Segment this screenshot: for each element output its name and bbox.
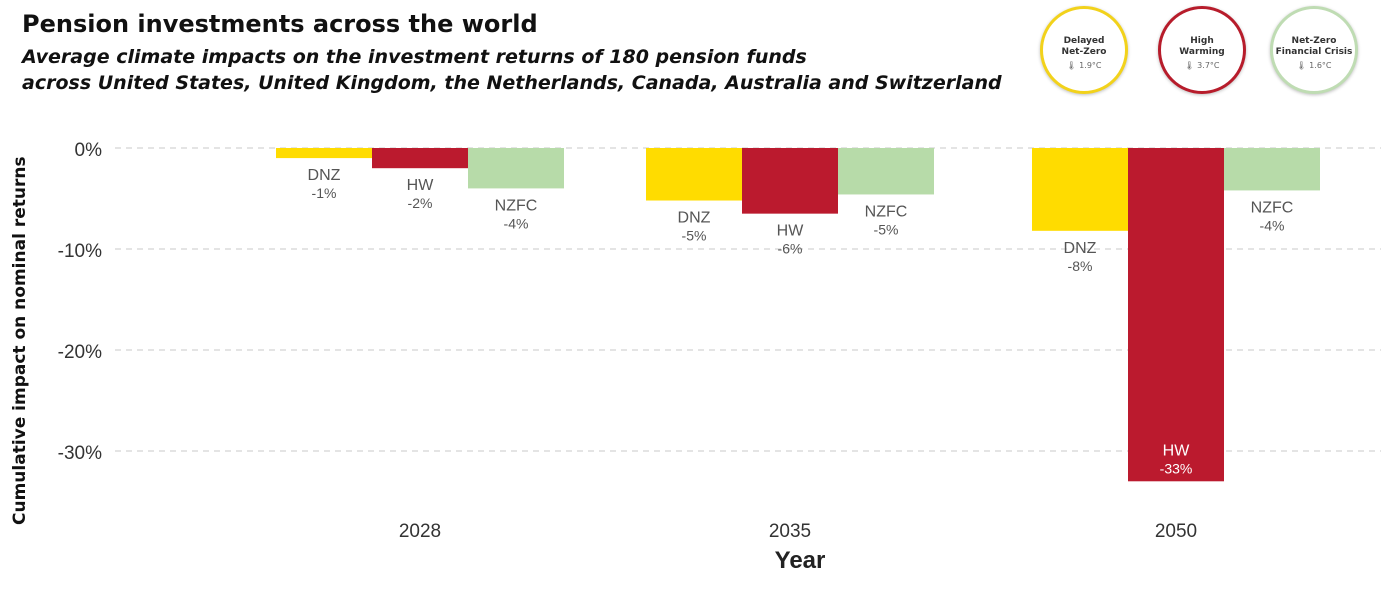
legend-badge-temperature: 🌡 1.6°C bbox=[1296, 61, 1332, 70]
legend-badge-name-line2: Net-Zero bbox=[1061, 47, 1107, 57]
data-label-series: DNZ bbox=[1064, 240, 1097, 257]
data-label-value: -5% bbox=[874, 221, 899, 237]
data-label-value: -5% bbox=[682, 228, 707, 244]
bar-hw-2050 bbox=[1128, 148, 1224, 482]
data-label-series: DNZ bbox=[678, 210, 711, 227]
data-label-value: -2% bbox=[408, 195, 433, 211]
y-tick-label: -20% bbox=[58, 342, 102, 363]
data-label-series: NZFC bbox=[865, 203, 908, 220]
chart-subtitle-line2: across United States, United Kingdom, th… bbox=[22, 72, 1002, 94]
x-axis-label: Year bbox=[775, 547, 826, 574]
legend-badge-name-line2: Financial Crisis bbox=[1275, 47, 1353, 57]
bar-nzfc-2050 bbox=[1224, 148, 1320, 191]
x-tick-label: 2028 bbox=[399, 521, 441, 542]
bar-dnz-2035 bbox=[646, 148, 742, 201]
legend-badge-name-line2: Warming bbox=[1179, 47, 1225, 57]
chart-subtitle-line1: Average climate impacts on the investmen… bbox=[22, 46, 807, 68]
data-label-series: DNZ bbox=[308, 167, 341, 184]
data-label-value: -1% bbox=[312, 185, 337, 201]
data-label-value: -33% bbox=[1160, 460, 1193, 476]
data-label-series: HW bbox=[407, 177, 435, 194]
scenario-legend: Delayed Net-Zero 🌡 1.9°C High Warming 🌡 3.… bbox=[1040, 6, 1370, 98]
chart-title: Pension investments across the world bbox=[22, 10, 538, 38]
data-label-value: -4% bbox=[1260, 217, 1285, 233]
data-label-series: NZFC bbox=[495, 197, 538, 214]
legend-badge-high-warming: High Warming 🌡 3.7°C bbox=[1158, 6, 1246, 94]
legend-badge-net-zero-financial-crisis: Net-Zero Financial Crisis 🌡 1.6°C bbox=[1270, 6, 1358, 94]
legend-badge-delayed-net-zero: Delayed Net-Zero 🌡 1.9°C bbox=[1040, 6, 1128, 94]
y-tick-label: 0% bbox=[75, 140, 103, 161]
bar-nzfc-2028 bbox=[468, 148, 564, 189]
legend-badge-name-line1: High bbox=[1190, 36, 1214, 46]
data-label-series: HW bbox=[777, 223, 805, 240]
data-label-value: -8% bbox=[1068, 258, 1093, 274]
data-label-value: -4% bbox=[504, 215, 529, 231]
data-label-series: NZFC bbox=[1251, 199, 1294, 216]
bar-nzfc-2035 bbox=[838, 148, 934, 195]
bar-hw-2028 bbox=[372, 148, 468, 169]
x-tick-label: 2035 bbox=[769, 521, 811, 542]
bar-dnz-2028 bbox=[276, 148, 372, 159]
y-tick-label: -10% bbox=[58, 241, 102, 262]
bar-dnz-2050 bbox=[1032, 148, 1128, 231]
y-tick-label: -30% bbox=[58, 443, 102, 464]
data-label-value: -6% bbox=[778, 241, 803, 257]
data-label-series: HW bbox=[1163, 442, 1191, 459]
legend-badge-temperature: 🌡 1.9°C bbox=[1066, 61, 1102, 70]
legend-badge-name-line1: Delayed bbox=[1063, 36, 1105, 46]
legend-badge-name-line1: Net-Zero bbox=[1291, 36, 1337, 46]
bar-hw-2035 bbox=[742, 148, 838, 214]
legend-badge-temperature: 🌡 3.7°C bbox=[1184, 61, 1220, 70]
x-tick-label: 2050 bbox=[1155, 521, 1197, 542]
